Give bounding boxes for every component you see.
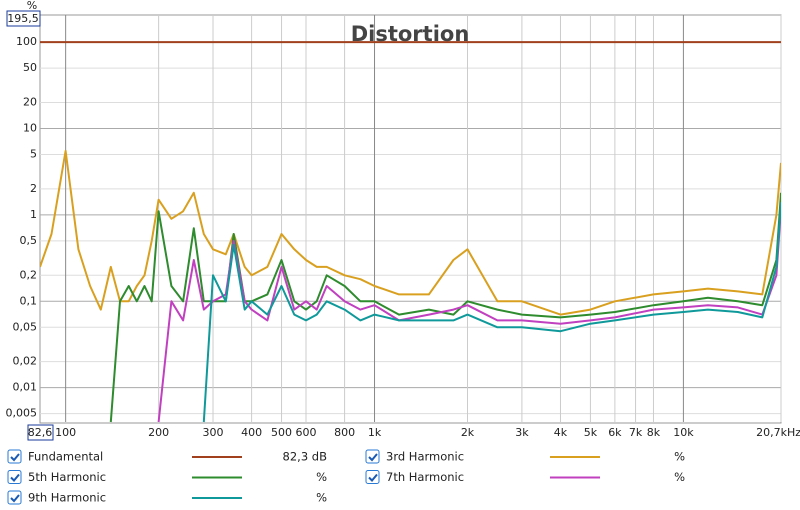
checkmark (10, 453, 20, 462)
y-tick-label: 1 (30, 208, 37, 221)
legend-checkbox[interactable] (7, 449, 22, 464)
legend-checkbox[interactable] (7, 490, 22, 505)
y-unit: % (27, 0, 37, 12)
x-tick-label: 8k (647, 426, 661, 439)
y-tick-label: 0,5 (20, 234, 38, 247)
x-tick-label: 800 (334, 426, 355, 439)
series-line (109, 192, 781, 423)
checkmark (368, 453, 378, 462)
x-tick-label: 10k (673, 426, 694, 439)
x-tick-label: 7k (629, 426, 643, 439)
x-tick-label: 100 (55, 426, 76, 439)
legend-readout: 82,3 dB (283, 450, 328, 464)
y-tick-label: 20 (23, 96, 37, 109)
series-line (202, 202, 781, 423)
x-min-box (27, 424, 54, 441)
legend-readout: % (316, 491, 327, 505)
x-tick-label: 5k (584, 426, 598, 439)
y-tick-label: 0,2 (20, 268, 38, 281)
x-tick-label: 500 (271, 426, 292, 439)
legend-checkbox[interactable] (365, 449, 380, 464)
x-tick-label: 600 (295, 426, 316, 439)
x-tick-label: 2k (461, 426, 475, 439)
legend-label: 3rd Harmonic (386, 450, 464, 464)
y-tick-label: 0,01 (13, 381, 38, 394)
legend-label: 9th Harmonic (28, 491, 106, 505)
checkmark (10, 473, 20, 482)
x-tick-label: 6k (608, 426, 622, 439)
y-tick-label: 50 (23, 61, 37, 74)
x-min-label: 82,6 (28, 426, 53, 439)
x-tick-label: 3k (515, 426, 529, 439)
y-max-box (6, 10, 41, 27)
y-max-label: 195,5 (7, 12, 39, 25)
legend-label: 7th Harmonic (386, 470, 464, 484)
x-tick-label: 1k (368, 426, 382, 439)
chart-title: Distortion (351, 22, 470, 46)
legend-checkbox[interactable] (365, 470, 380, 484)
x-tick-label: 4k (554, 426, 568, 439)
checkmark (368, 473, 378, 482)
legend-readout: % (674, 450, 685, 464)
x-tick-label: 20,7kHz (756, 426, 800, 439)
x-tick-label: 300 (203, 426, 224, 439)
series-line (157, 207, 781, 423)
y-tick-label: 10 (23, 122, 37, 135)
x-tick-label: 400 (241, 426, 262, 439)
x-tick-label: 200 (148, 426, 169, 439)
legend-label: Fundamental (28, 450, 103, 464)
checkmark (10, 494, 20, 503)
legend-checkbox[interactable] (7, 470, 22, 484)
y-tick-label: 0,02 (13, 355, 38, 368)
y-tick-label: 2 (30, 182, 37, 195)
series-line (40, 149, 781, 316)
y-tick-label: 0,1 (20, 294, 38, 307)
y-tick-label: 0,05 (13, 320, 38, 333)
y-tick-label: 0,005 (6, 407, 38, 420)
y-tick-label: 5 (30, 148, 37, 161)
legend-readout: % (316, 470, 327, 484)
legend-readout: % (674, 470, 685, 484)
legend-label: 5th Harmonic (28, 470, 106, 484)
plot-area (39, 14, 782, 424)
y-tick-label: 100 (16, 35, 37, 48)
